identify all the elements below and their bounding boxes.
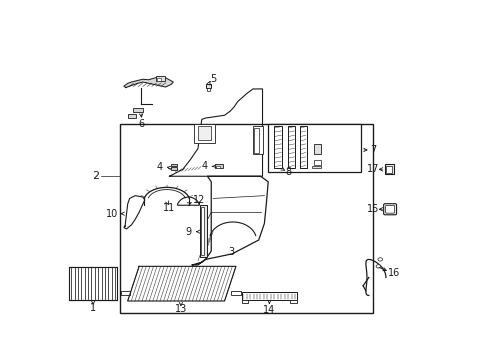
Text: 3: 3	[228, 247, 234, 257]
Bar	[312, 166, 321, 168]
Bar	[206, 84, 211, 87]
Bar	[314, 160, 320, 165]
Bar	[253, 126, 263, 154]
FancyBboxPatch shape	[386, 205, 394, 213]
Bar	[200, 207, 204, 255]
Bar	[314, 144, 321, 154]
FancyBboxPatch shape	[384, 204, 396, 215]
Text: 12: 12	[193, 195, 205, 205]
Text: 6: 6	[139, 119, 145, 129]
Circle shape	[378, 258, 383, 261]
Text: 14: 14	[263, 305, 275, 315]
Bar	[200, 205, 207, 257]
Text: 5: 5	[210, 74, 216, 84]
Bar	[207, 88, 210, 91]
Bar	[198, 126, 211, 140]
Bar	[121, 291, 130, 296]
Text: 2: 2	[92, 171, 99, 181]
Bar	[288, 126, 295, 168]
Text: 8: 8	[285, 167, 292, 177]
Bar	[120, 123, 373, 314]
Polygon shape	[124, 77, 173, 87]
Bar	[231, 291, 241, 296]
Bar	[194, 123, 215, 143]
Polygon shape	[178, 197, 199, 205]
Circle shape	[376, 265, 381, 268]
Text: 15: 15	[367, 204, 379, 214]
Bar	[172, 167, 177, 170]
Bar	[300, 126, 307, 168]
Text: 17: 17	[367, 164, 379, 174]
Bar	[242, 300, 248, 303]
Bar	[216, 166, 220, 168]
Bar	[156, 76, 165, 81]
Polygon shape	[124, 195, 145, 229]
Bar	[172, 163, 177, 166]
Bar	[69, 267, 118, 300]
Bar	[215, 164, 222, 168]
Polygon shape	[170, 89, 263, 176]
Text: 1: 1	[90, 303, 96, 313]
Bar	[290, 300, 297, 303]
Bar	[157, 78, 161, 81]
Bar	[386, 166, 392, 173]
Polygon shape	[128, 266, 236, 301]
Polygon shape	[192, 176, 268, 265]
Text: 10: 10	[106, 209, 118, 219]
Bar	[254, 128, 259, 153]
Bar	[268, 123, 361, 172]
Bar	[128, 114, 136, 118]
Text: 13: 13	[175, 304, 187, 314]
Text: 9: 9	[185, 227, 191, 237]
Text: 16: 16	[388, 268, 400, 278]
Text: 11: 11	[163, 203, 175, 213]
Bar	[133, 108, 143, 112]
Text: 7: 7	[370, 145, 377, 155]
Text: 4: 4	[156, 162, 162, 172]
Bar	[385, 164, 393, 174]
Bar	[274, 126, 282, 168]
Bar	[242, 292, 297, 300]
Text: 4: 4	[202, 161, 208, 171]
